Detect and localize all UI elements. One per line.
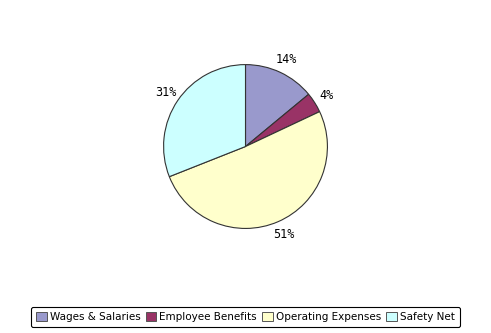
Wedge shape [246,65,309,147]
Text: 4%: 4% [320,89,334,102]
Text: 14%: 14% [276,53,297,66]
Wedge shape [164,65,246,177]
Text: 31%: 31% [155,86,177,99]
Wedge shape [169,112,327,228]
Legend: Wages & Salaries, Employee Benefits, Operating Expenses, Safety Net: Wages & Salaries, Employee Benefits, Ope… [31,307,460,327]
Text: 51%: 51% [273,228,295,241]
Wedge shape [246,94,320,147]
